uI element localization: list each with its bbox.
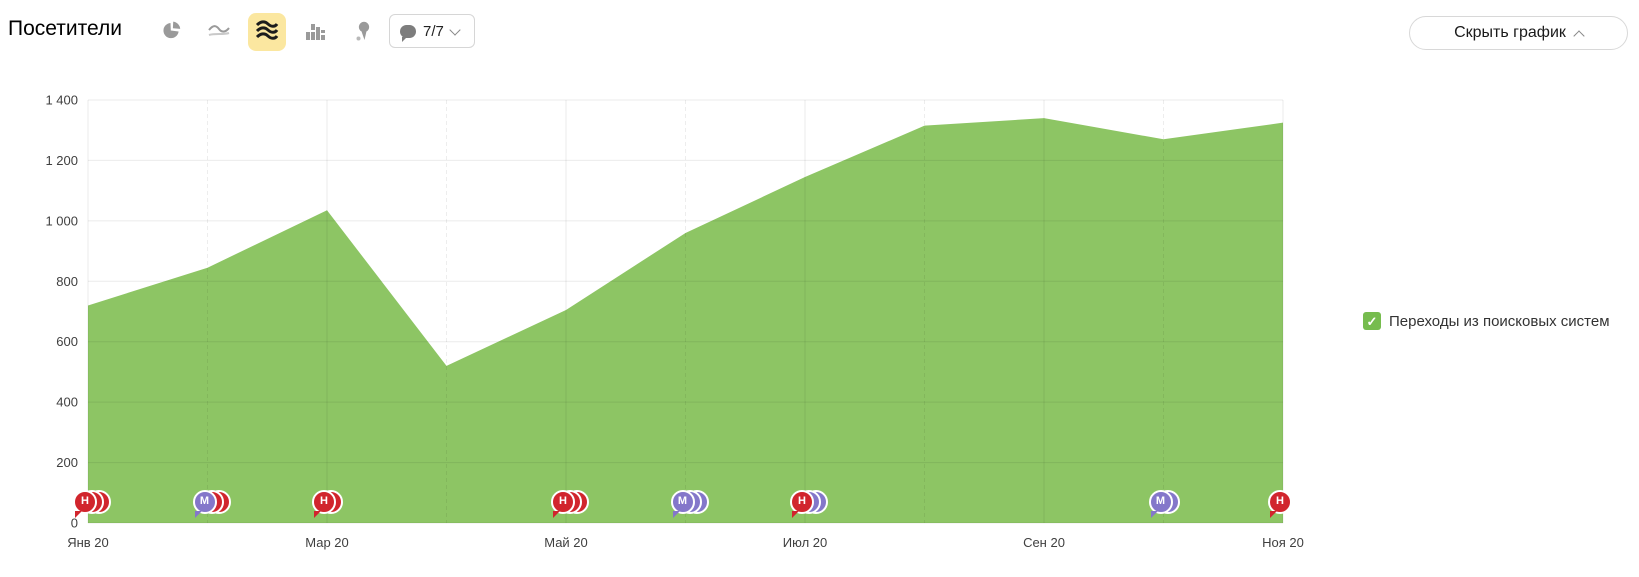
annotation-bubble: Н xyxy=(790,490,814,518)
svg-text:Июл 20: Июл 20 xyxy=(783,535,827,550)
annotation-bubble: М xyxy=(192,490,217,518)
chevron-up-icon xyxy=(1573,29,1585,42)
line-chart-icon xyxy=(207,21,231,44)
annotations-count: 7/7 xyxy=(423,22,444,40)
chart-type-area-button[interactable] xyxy=(248,13,286,51)
annotations-dropdown[interactable]: 7/7 xyxy=(389,14,475,48)
hide-chart-button[interactable]: Скрыть график xyxy=(1409,16,1628,50)
svg-text:200: 200 xyxy=(56,455,78,470)
svg-text:600: 600 xyxy=(56,334,78,349)
annotation-bubble: Н xyxy=(73,490,97,518)
page-title: Посетители xyxy=(8,17,122,40)
annotation-marker[interactable]: Н xyxy=(1268,490,1310,518)
chart-type-map-button[interactable] xyxy=(344,13,382,51)
annotation-marker[interactable]: Н xyxy=(790,490,832,518)
svg-text:400: 400 xyxy=(56,395,78,410)
annotation-bubble: М xyxy=(670,490,695,518)
columns-chart-icon xyxy=(305,21,325,44)
chart-type-switcher xyxy=(152,13,382,51)
annotation-bubble: Н xyxy=(1268,490,1292,518)
area-chart-icon xyxy=(255,19,279,45)
legend: ✓ Переходы из поисковых систем xyxy=(1363,312,1610,330)
annotation-marker[interactable]: Н xyxy=(551,490,593,518)
annotation-bubble: Н xyxy=(312,490,336,518)
svg-text:Май 20: Май 20 xyxy=(544,535,588,550)
legend-checkbox[interactable]: ✓ xyxy=(1363,312,1381,330)
chart-type-pie-button[interactable] xyxy=(152,13,190,51)
svg-text:800: 800 xyxy=(56,274,78,289)
checkmark-icon: ✓ xyxy=(1366,313,1378,329)
annotation-marker[interactable]: М xyxy=(670,490,713,518)
comment-bubble-icon xyxy=(400,24,416,42)
pie-chart-icon xyxy=(161,20,182,44)
annotation-marker[interactable]: М xyxy=(1148,490,1191,518)
svg-text:Мар 20: Мар 20 xyxy=(305,535,349,550)
chart-type-line-button[interactable] xyxy=(200,13,238,51)
annotation-marker[interactable]: М xyxy=(192,490,235,518)
annotation-bubble: М xyxy=(1148,490,1173,518)
annotation-bubble: Н xyxy=(551,490,575,518)
svg-text:Янв 20: Янв 20 xyxy=(67,535,109,550)
svg-text:1 000: 1 000 xyxy=(45,213,78,228)
legend-label[interactable]: Переходы из поисковых систем xyxy=(1389,312,1610,330)
chart-type-columns-button[interactable] xyxy=(296,13,334,51)
map-pin-icon xyxy=(353,20,373,45)
chevron-down-icon xyxy=(449,23,461,36)
hide-chart-label: Скрыть график xyxy=(1454,24,1566,41)
annotation-marker[interactable]: Н xyxy=(73,490,115,518)
svg-text:Сен 20: Сен 20 xyxy=(1023,535,1065,550)
annotation-marker[interactable]: Н xyxy=(312,490,354,518)
svg-text:Ноя 20: Ноя 20 xyxy=(1262,535,1304,550)
svg-text:1 400: 1 400 xyxy=(45,93,78,108)
svg-text:1 200: 1 200 xyxy=(45,153,78,168)
